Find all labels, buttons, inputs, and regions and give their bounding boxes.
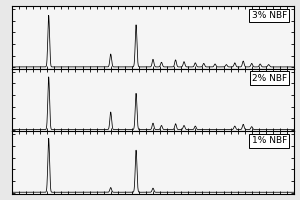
Text: 3% NBF: 3% NBF: [252, 11, 287, 20]
Text: 1% NBF: 1% NBF: [252, 136, 287, 145]
Text: 2% NBF: 2% NBF: [252, 74, 287, 83]
